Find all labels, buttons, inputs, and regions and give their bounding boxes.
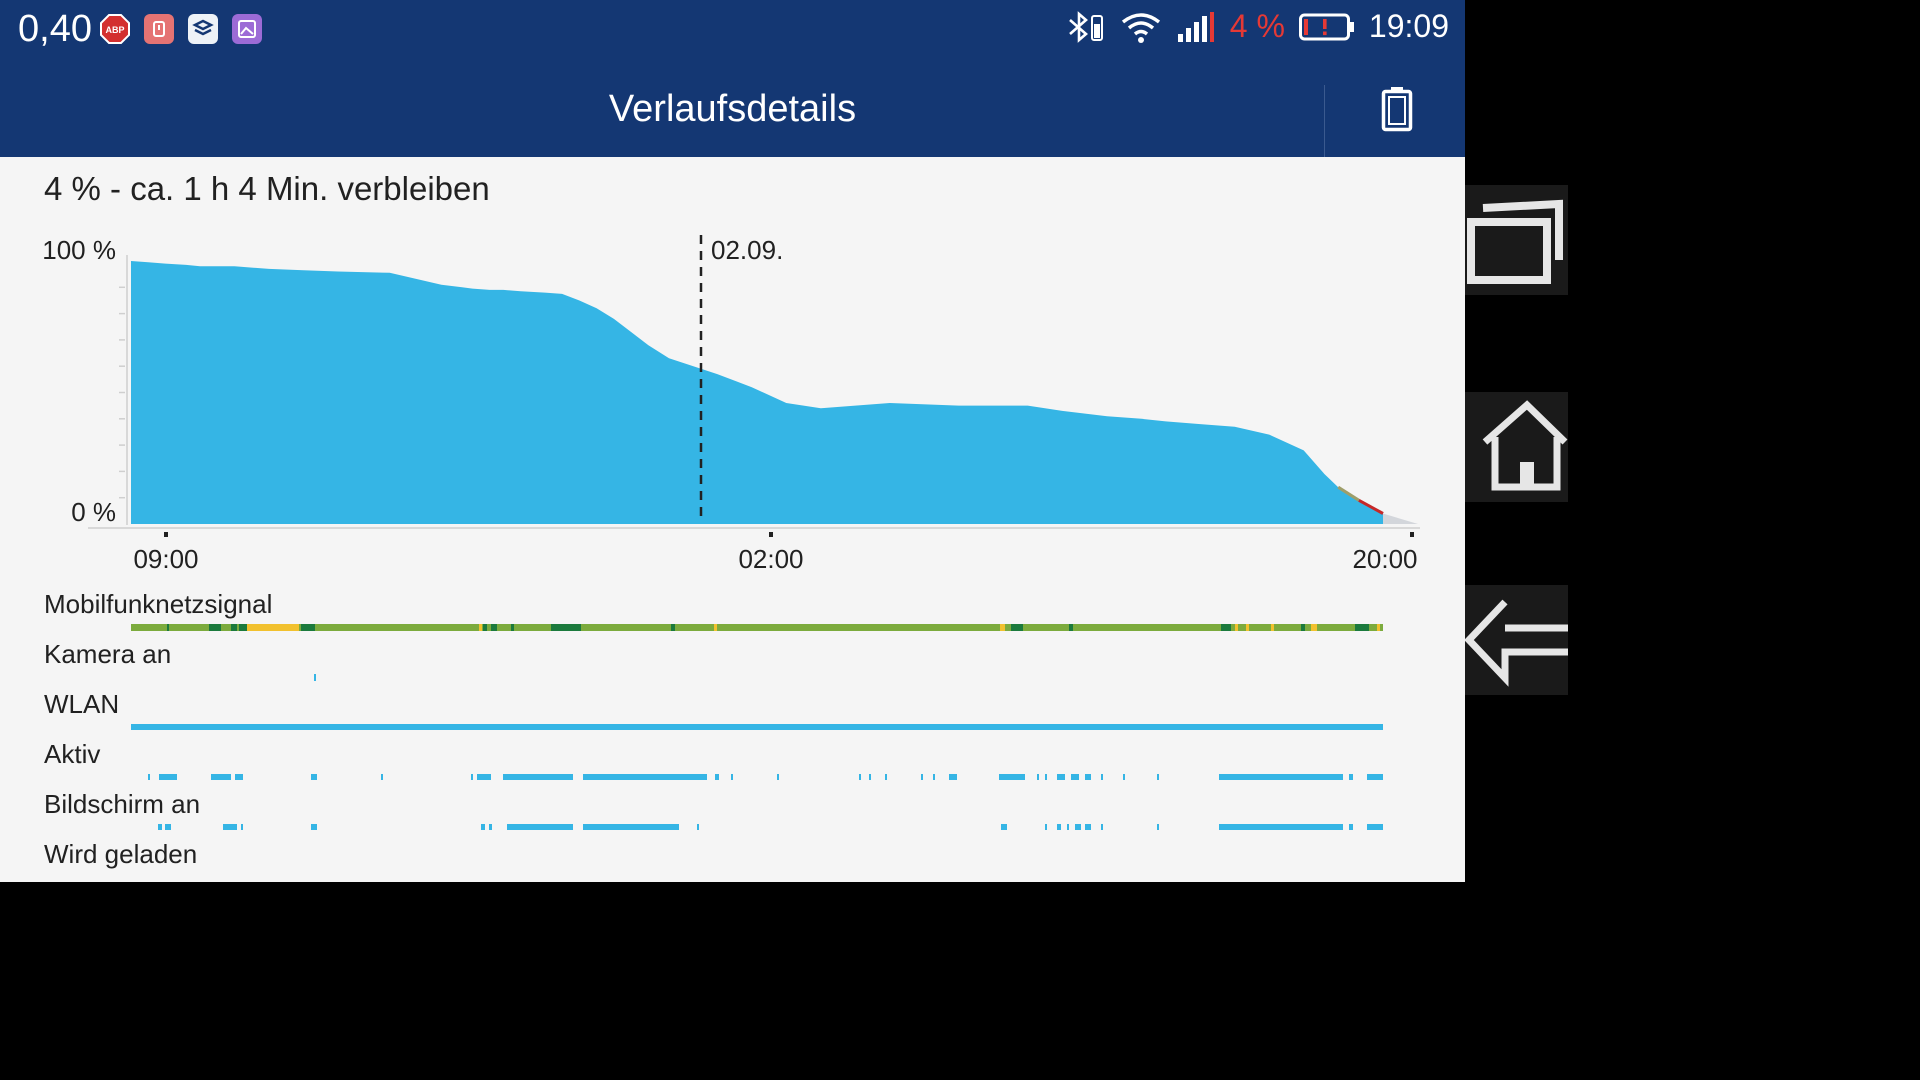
gallery-icon: [232, 14, 262, 44]
x-tick: [1410, 532, 1414, 537]
adblock-icon: ABP: [100, 14, 130, 44]
battery-percent-text: 4 %: [1229, 8, 1285, 44]
y-axis-ticks: [119, 286, 125, 499]
svg-text:ABP: ABP: [105, 25, 124, 35]
app-icon: [144, 14, 174, 44]
signal-track: [131, 624, 1383, 631]
x-tick-label: 20:00: [1352, 544, 1417, 574]
battery-level-chart: 100 % 0 % 02.09. 09:00 02:00 20:00: [42, 235, 1420, 574]
battery-icon[interactable]: [1381, 86, 1413, 132]
clock-text: 19:09: [1368, 8, 1449, 44]
back-icon: [1465, 599, 1568, 687]
row-label-active: Aktiv: [44, 739, 101, 769]
active-track: [148, 774, 1383, 780]
battery-area: [131, 261, 1383, 524]
notification-icons: ABP: [100, 14, 262, 44]
status-bar: 0,40 ABP: [0, 0, 1465, 60]
x-tick-label: 09:00: [133, 544, 198, 574]
wifi-icon: [1121, 12, 1160, 43]
camera-track: [314, 674, 316, 681]
app-icon: [188, 14, 218, 44]
back-button[interactable]: [1465, 585, 1568, 695]
row-label-camera: Kamera an: [44, 639, 172, 669]
status-right: 4 % 19:09: [1064, 8, 1449, 45]
signal-icon: [1177, 11, 1214, 42]
status-speed-text: 0,40: [18, 8, 92, 50]
row-label-wlan: WLAN: [44, 689, 120, 719]
app-bar: Verlaufsdetails: [0, 60, 1465, 157]
screen-track: [158, 824, 1383, 830]
row-label-screen: Bildschirm an: [44, 789, 201, 819]
y-label-bottom: 0 %: [71, 497, 116, 527]
home-icon: [1482, 400, 1568, 491]
row-label-charging: Wird geladen: [44, 839, 198, 869]
page-title: Verlaufsdetails: [608, 88, 857, 130]
row-label-signal: Mobilfunknetzsignal: [44, 589, 273, 619]
recents-icon: [1467, 199, 1563, 284]
battery-summary: 4 % - ca. 1 h 4 Min. verbleiben: [44, 170, 490, 207]
battery-low-segment: [1337, 485, 1360, 502]
x-tick: [769, 532, 773, 537]
y-label-top: 100 %: [42, 235, 116, 265]
battery-projection: [1383, 513, 1418, 524]
home-button[interactable]: [1465, 392, 1568, 502]
battery-critical-segment: [1358, 498, 1384, 515]
battery-low-icon: [1298, 13, 1354, 40]
x-tick-label: 02:00: [738, 544, 803, 574]
appbar-divider: [1324, 85, 1325, 157]
recents-button[interactable]: [1465, 185, 1568, 295]
day-marker-label: 02.09.: [711, 235, 783, 265]
bluetooth-icon: [1068, 10, 1103, 43]
x-tick: [164, 532, 168, 537]
navigation-bar: [1465, 0, 1568, 882]
wlan-track: [131, 724, 1383, 730]
battery-history-screen: 0,40 ABP: [0, 0, 1465, 882]
